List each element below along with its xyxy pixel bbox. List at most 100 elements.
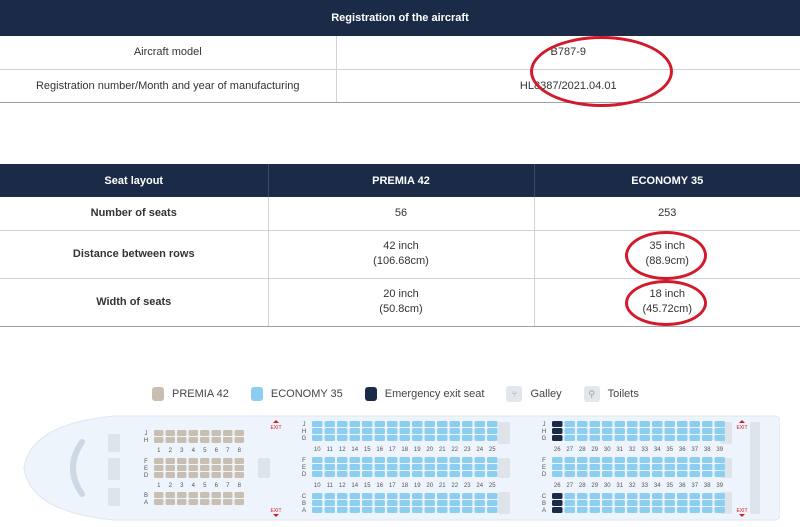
- seat-letter: A: [542, 508, 546, 514]
- seat: [374, 493, 385, 499]
- seat: [437, 507, 448, 513]
- row-number: 3: [180, 483, 184, 489]
- seat: [664, 428, 675, 434]
- seat: [664, 421, 675, 427]
- seat: [652, 464, 663, 470]
- seat: [689, 500, 700, 506]
- seat: [602, 493, 613, 499]
- seat: [177, 492, 187, 498]
- seat: [474, 428, 485, 434]
- seat: [387, 421, 398, 427]
- seat: [312, 464, 323, 470]
- seat: [462, 471, 473, 477]
- row-number: 3: [180, 448, 184, 454]
- seat: [614, 428, 625, 434]
- seat: [324, 428, 335, 434]
- seat: [437, 457, 448, 463]
- seat: [312, 471, 323, 477]
- seat: [337, 471, 348, 477]
- legend-label: ECONOMY 35: [270, 388, 343, 400]
- row-number: 34: [654, 447, 661, 453]
- seat: [677, 421, 688, 427]
- seat: [412, 493, 423, 499]
- row-number: 7: [226, 448, 230, 454]
- seat: [324, 464, 335, 470]
- seat: [487, 507, 498, 513]
- row-number: 23: [464, 447, 471, 453]
- seat: [564, 507, 575, 513]
- seat: [689, 471, 700, 477]
- seat: [234, 430, 244, 436]
- premia-row-distance-cm: (106.68cm): [373, 255, 429, 267]
- row-number: 30: [604, 447, 611, 453]
- seat: [312, 500, 323, 506]
- seat: [564, 457, 575, 463]
- seat: [387, 428, 398, 434]
- seat: [312, 457, 323, 463]
- seat: [462, 428, 473, 434]
- row-distance-label: Distance between rows: [0, 230, 268, 279]
- seat: [639, 507, 650, 513]
- seat-letter: B: [302, 501, 306, 507]
- row-number: 14: [351, 447, 358, 453]
- seat: [602, 421, 613, 427]
- seat: [652, 507, 663, 513]
- row-number: 35: [666, 447, 673, 453]
- seat: [677, 435, 688, 441]
- economy-row-distance-inch: 35 inch: [649, 240, 685, 252]
- seat: [564, 428, 575, 434]
- seat: [474, 493, 485, 499]
- seat: [702, 500, 713, 506]
- seat: [165, 492, 175, 498]
- seat: [399, 464, 410, 470]
- aircraft-model-label: Aircraft model: [0, 36, 337, 70]
- galley-icon: [750, 422, 760, 514]
- row-number: 11: [327, 447, 334, 453]
- seat: [677, 428, 688, 434]
- row-number: 28: [579, 447, 586, 453]
- seat: [474, 457, 485, 463]
- legend-economy: ECONOMY 35: [250, 387, 343, 401]
- premia-row-distance-inch: 42 inch: [383, 240, 419, 252]
- seat: [362, 464, 373, 470]
- seat: [664, 500, 675, 506]
- seat: [564, 464, 575, 470]
- row-number: 21: [439, 447, 446, 453]
- registration-number-label: Registration number/Month and year of ma…: [0, 69, 337, 103]
- seat: [652, 457, 663, 463]
- row-number: 8: [238, 483, 242, 489]
- seat-legend: PREMIA 42 ECONOMY 35 Emergency exit seat…: [152, 386, 661, 402]
- seat-letter: E: [542, 465, 546, 471]
- seat: [702, 435, 713, 441]
- seat: [387, 471, 398, 477]
- seat: [188, 499, 198, 505]
- row-number: 30: [604, 483, 611, 489]
- seat: [412, 500, 423, 506]
- galley-icon: ⑂: [506, 386, 523, 402]
- seat: [487, 471, 498, 477]
- seat: [374, 435, 385, 441]
- premia-header: PREMIA 42: [267, 164, 534, 197]
- seat-letter: F: [542, 458, 546, 464]
- seat: [639, 457, 650, 463]
- row-number: 24: [476, 447, 483, 453]
- row-number: 38: [704, 447, 711, 453]
- seat: [412, 421, 423, 427]
- seat: [412, 435, 423, 441]
- seat: [324, 493, 335, 499]
- seat: [714, 471, 725, 477]
- seat-letter: D: [144, 473, 149, 479]
- seat: [200, 430, 210, 436]
- legend-label: Galley: [530, 388, 562, 400]
- seat: [337, 428, 348, 434]
- galley-icon: [108, 488, 120, 506]
- exit-label: EXIT: [736, 425, 747, 431]
- row-number: 15: [364, 447, 371, 453]
- economy-swatch: [250, 387, 263, 401]
- seat-letter: D: [302, 472, 307, 478]
- seat: [702, 471, 713, 477]
- seat: [154, 465, 164, 471]
- exit-label: EXIT: [270, 425, 281, 431]
- seat: [602, 464, 613, 470]
- seat: [627, 493, 638, 499]
